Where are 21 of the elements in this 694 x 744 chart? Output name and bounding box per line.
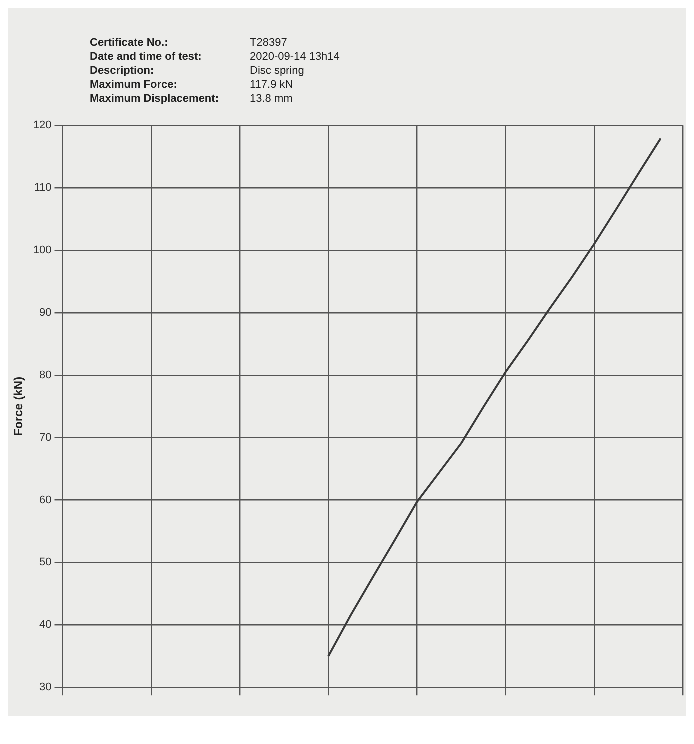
text: Disc spring — [250, 64, 304, 78]
y-tick-label: 50 — [40, 556, 52, 569]
text: 2020-09-14 13h14 — [250, 50, 340, 64]
y-axis-title: Force (kN) — [12, 376, 26, 436]
text: Maximum Displacement: — [90, 92, 220, 106]
y-tick-label: 40 — [40, 619, 52, 632]
y-tick-label: 120 — [33, 120, 52, 132]
y-tick-label: 80 — [40, 369, 52, 382]
y-tick-label: 90 — [40, 306, 52, 319]
y-tick-label: 110 — [34, 182, 52, 194]
text: 13.8 mm — [250, 92, 293, 106]
y-tick-label: 30 — [40, 682, 52, 694]
y-tick-label: 100 — [33, 244, 52, 257]
text: Date and time of test: — [90, 50, 203, 64]
y-tick-label: 60 — [40, 494, 52, 506]
text: Certificate No.: — [90, 36, 170, 50]
y-tick-label: 70 — [40, 432, 52, 444]
text: 117.9 kN — [250, 78, 294, 92]
text: Maximum Force: — [90, 78, 178, 92]
text: Description: — [90, 64, 156, 78]
text: T28397 — [250, 36, 288, 50]
